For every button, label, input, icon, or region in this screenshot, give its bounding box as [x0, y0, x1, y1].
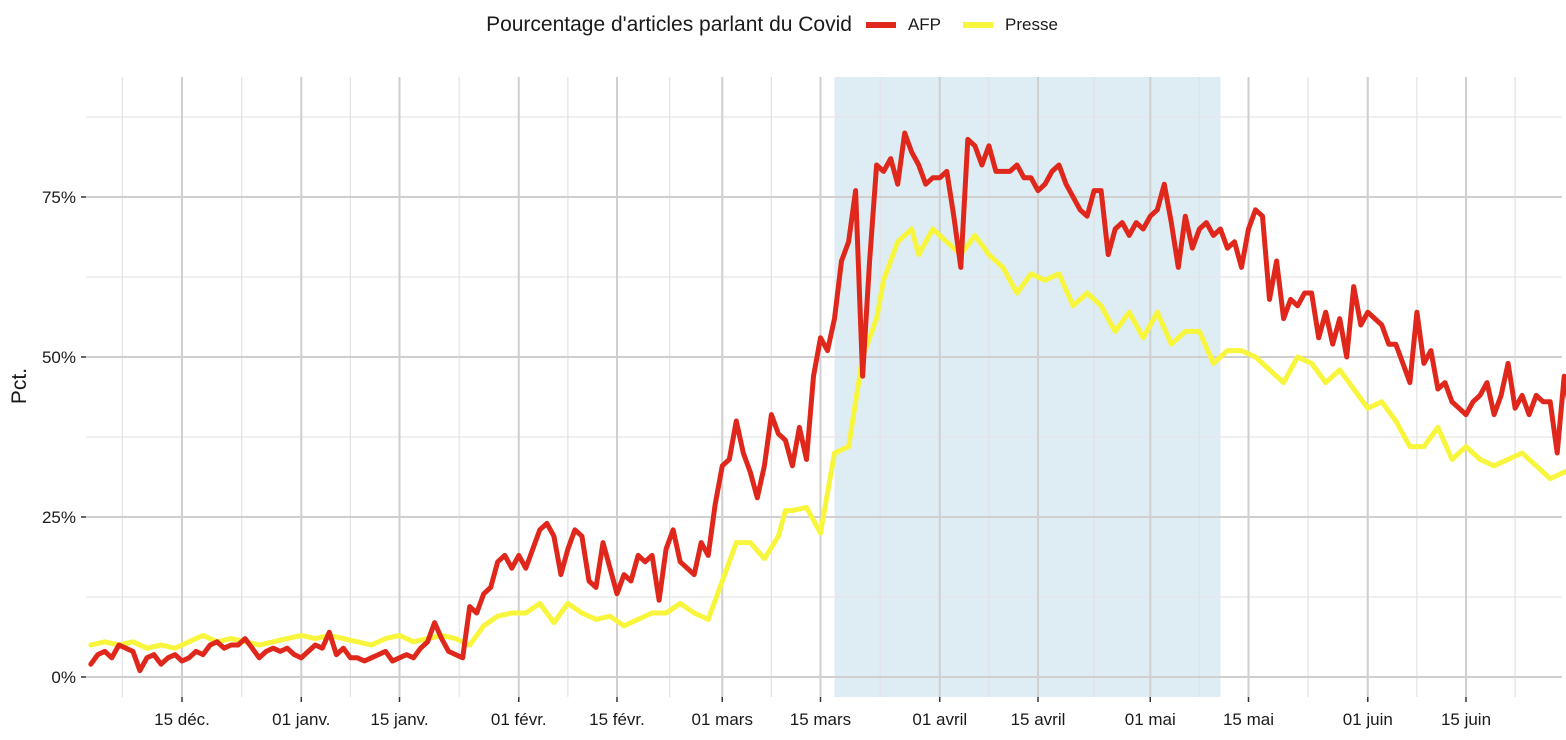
x-tick-label: 15 mars	[790, 710, 851, 729]
x-tick-label: 15 janv.	[370, 710, 428, 729]
chart-title: Pourcentage d'articles parlant du Covid	[486, 13, 852, 36]
legend-label-presse: Presse	[1005, 15, 1058, 34]
grid	[86, 77, 1562, 697]
legend-item-afp: AFP	[865, 15, 942, 35]
series-line-presse	[88, 226, 1566, 651]
x-tick-label: 15 févr.	[589, 710, 645, 729]
x-tick-label: 15 avril	[1011, 710, 1066, 729]
legend-swatch-afp	[865, 22, 896, 28]
x-tick-label: 15 juin	[1441, 710, 1491, 729]
series-lines	[88, 130, 1566, 674]
x-tick-label: 01 févr.	[491, 710, 547, 729]
x-tick-label: 15 mai	[1223, 710, 1274, 729]
x-tick-label: 01 avril	[912, 710, 967, 729]
y-axis-label: Pct.	[8, 368, 31, 404]
x-tick-label: 01 janv.	[272, 710, 330, 729]
x-tick-label: 01 mars	[692, 710, 753, 729]
x-tick-label: 01 juin	[1343, 710, 1393, 729]
axes: 0% 25% 50% 75% 15 déc. 01 janv. 15 janv. 01 fév…	[42, 188, 1491, 729]
legend-swatch-presse	[963, 22, 994, 28]
y-tick-label: 25%	[42, 508, 76, 527]
x-tick-label: 15 déc.	[154, 710, 210, 729]
y-tick-label: 75%	[42, 188, 76, 207]
x-tick-label: 01 mai	[1125, 710, 1176, 729]
legend: Pourcentage d'articles parlant du Covid …	[0, 10, 1566, 40]
legend-item-presse: Presse	[963, 15, 1058, 35]
legend-label-afp: AFP	[907, 15, 942, 34]
y-tick-label: 0%	[51, 668, 76, 687]
series-line-afp	[88, 130, 1566, 674]
y-tick-label: 50%	[42, 348, 76, 367]
